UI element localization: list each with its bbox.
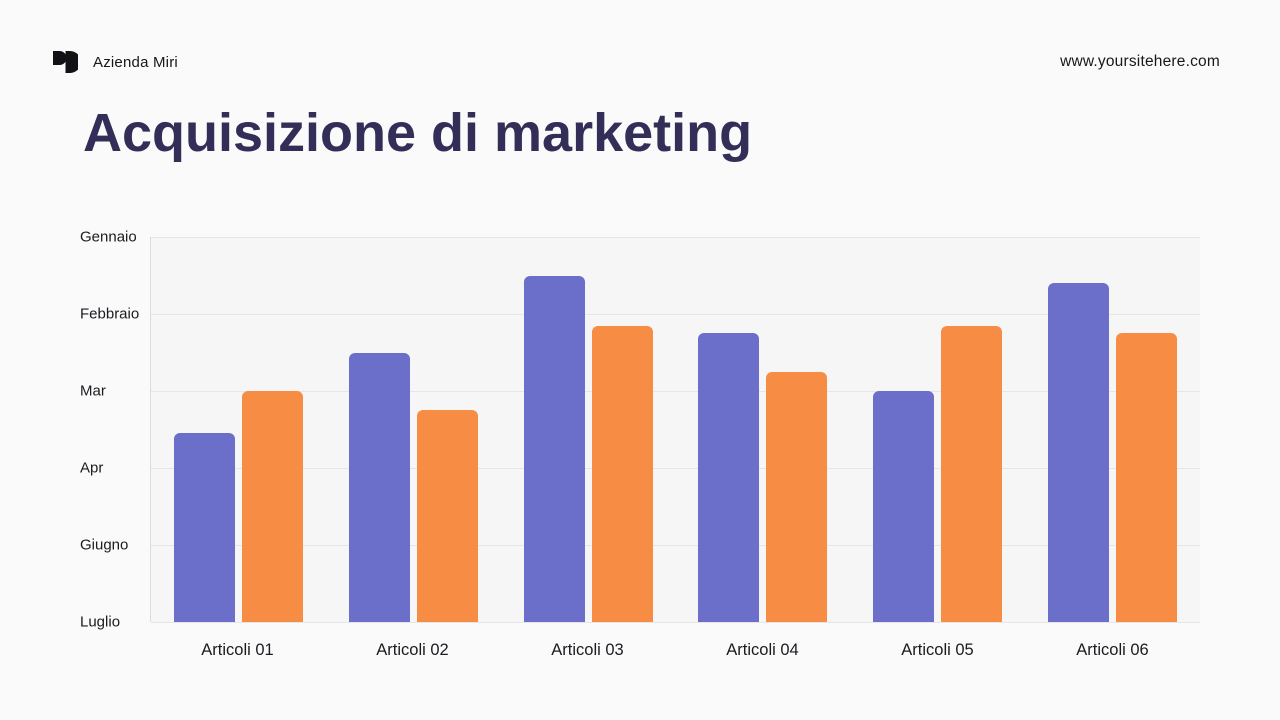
gridline: [151, 468, 1200, 469]
x-axis-label: Articoli 05: [901, 641, 974, 659]
bar-series-purple: [698, 333, 760, 622]
bar-group: [850, 237, 1025, 622]
x-axis-label: Articoli 04: [726, 641, 799, 659]
y-axis-label: Mar: [80, 382, 106, 400]
slide-header: Azienda Miri www.yoursitehere.com: [52, 50, 1220, 74]
gridline: [151, 545, 1200, 546]
bar-group: [1025, 237, 1200, 622]
x-axis-label: Articoli 02: [376, 641, 449, 659]
bar-series-purple: [873, 391, 935, 622]
y-axis-label: Giugno: [80, 536, 129, 554]
page-title: Acquisizione di marketing: [83, 103, 753, 163]
bar-chart: [150, 237, 1200, 623]
bar-series-purple: [523, 275, 585, 622]
bar-series-orange: [766, 371, 828, 622]
bar-groups: [151, 237, 1200, 622]
bar-series-purple: [173, 433, 235, 622]
brand-name: Azienda Miri: [93, 53, 178, 71]
gridline: [151, 622, 1200, 623]
bar-series-orange: [1116, 333, 1178, 622]
y-axis-label: Luglio: [80, 613, 121, 631]
bar-series-purple: [1048, 283, 1110, 622]
x-axis: Articoli 01 Articoli 02 Articoli 03 Articol…: [150, 641, 1200, 660]
bar-series-orange: [941, 325, 1003, 622]
website-url: www.yoursitehere.com: [1060, 53, 1220, 70]
x-axis-label: Articoli 06: [1076, 641, 1149, 659]
y-axis-label: Apr: [80, 459, 104, 477]
bar-series-purple: [348, 352, 410, 622]
bar-series-orange: [591, 325, 653, 622]
bar-series-orange: [416, 410, 478, 622]
y-axis-label: Gennaio: [80, 228, 137, 246]
bar-group: [151, 237, 326, 622]
y-axis-label: Febbraio: [80, 305, 140, 323]
gridline: [151, 237, 1200, 238]
gridline: [151, 391, 1200, 392]
brand-logo-icon: [53, 51, 78, 73]
bar-group: [675, 237, 850, 622]
y-axis: Gennaio Febbraio Mar Apr Giugno Luglio: [80, 229, 146, 631]
x-axis-label: Articoli 03: [551, 641, 624, 659]
x-axis-label: Articoli 01: [201, 641, 274, 659]
bar-group: [326, 237, 501, 622]
bar-series-orange: [241, 391, 303, 622]
gridline: [151, 314, 1200, 315]
bar-group: [501, 237, 676, 622]
brand: Azienda Miri: [52, 50, 178, 74]
